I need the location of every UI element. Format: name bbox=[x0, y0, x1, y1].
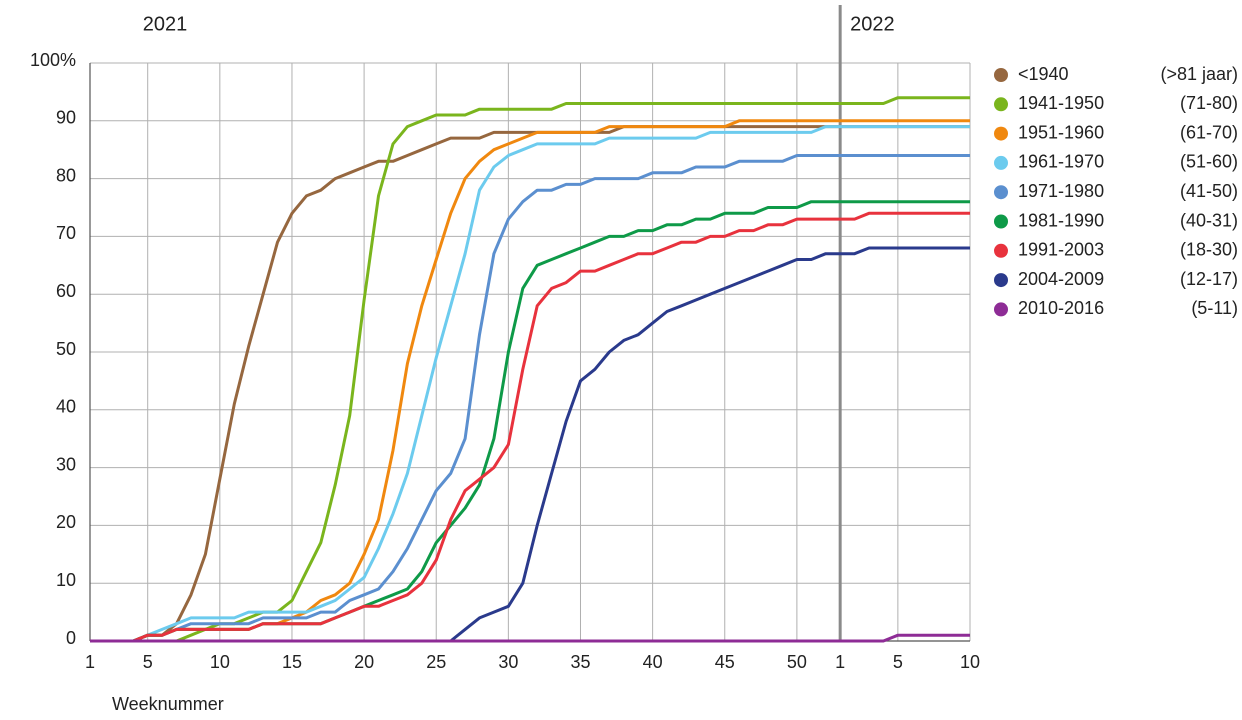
x-tick-label: 10 bbox=[960, 652, 980, 672]
legend-marker bbox=[994, 97, 1008, 112]
legend-marker bbox=[994, 243, 1008, 258]
legend-label: 1941-1950 bbox=[1018, 93, 1104, 113]
legend-label: 2010-2016 bbox=[1018, 298, 1104, 318]
y-tick-label: 70 bbox=[56, 223, 76, 243]
series-line bbox=[90, 119, 970, 643]
legend-marker bbox=[994, 214, 1008, 229]
legend-label: 1991-2003 bbox=[1018, 240, 1104, 260]
x-tick-label: 20 bbox=[354, 652, 374, 672]
y-tick-label: 0 bbox=[66, 628, 76, 648]
legend-marker bbox=[994, 185, 1008, 200]
x-tick-label: 1 bbox=[835, 652, 845, 672]
legend-marker bbox=[994, 273, 1008, 288]
series-line bbox=[90, 246, 970, 643]
legend-marker bbox=[994, 68, 1008, 82]
year-label: 2021 bbox=[143, 13, 188, 35]
x-axis-label: Weeknummer bbox=[112, 694, 224, 714]
legend-age: (40-31) bbox=[1180, 210, 1238, 230]
x-tick-label: 50 bbox=[787, 652, 807, 672]
series-line bbox=[90, 125, 970, 643]
year-label: 2022 bbox=[850, 13, 895, 35]
x-tick-label: 15 bbox=[282, 652, 302, 672]
legend-label: 1971-1980 bbox=[1018, 181, 1104, 201]
legend-label: 1981-1990 bbox=[1018, 210, 1104, 230]
y-tick-label: 40 bbox=[56, 397, 76, 417]
x-tick-label: 25 bbox=[426, 652, 446, 672]
series-line bbox=[90, 154, 970, 643]
y-tick-label: 100% bbox=[30, 50, 76, 70]
legend-age: (>81 jaar) bbox=[1160, 64, 1238, 84]
series-line bbox=[90, 211, 970, 643]
x-tick-label: 45 bbox=[715, 652, 735, 672]
y-tick-label: 30 bbox=[56, 454, 76, 474]
series-line bbox=[90, 200, 970, 643]
legend-label: 1951-1960 bbox=[1018, 122, 1104, 142]
x-tick-label: 30 bbox=[498, 652, 518, 672]
legend-age: (61-70) bbox=[1180, 122, 1238, 142]
legend-age: (12-17) bbox=[1180, 269, 1238, 289]
legend-label: 1961-1970 bbox=[1018, 152, 1104, 172]
legend-label: <1940 bbox=[1018, 64, 1069, 84]
x-tick-label: 40 bbox=[643, 652, 663, 672]
legend-age: (5-11) bbox=[1191, 298, 1238, 318]
legend-marker bbox=[994, 126, 1008, 141]
x-tick-label: 1 bbox=[85, 652, 95, 672]
legend-age: (71-80) bbox=[1180, 93, 1238, 113]
x-tick-label: 5 bbox=[893, 652, 903, 672]
legend-marker bbox=[994, 155, 1008, 170]
legend-marker bbox=[994, 302, 1008, 317]
legend-label: 2004-2009 bbox=[1018, 269, 1104, 289]
legend-age: (51-60) bbox=[1180, 152, 1238, 172]
x-tick-label: 10 bbox=[210, 652, 230, 672]
legend-age: (41-50) bbox=[1180, 181, 1238, 201]
y-tick-label: 90 bbox=[56, 108, 76, 128]
series-line bbox=[90, 125, 970, 643]
x-tick-label: 5 bbox=[143, 652, 153, 672]
legend-age: (18-30) bbox=[1180, 240, 1238, 260]
y-tick-label: 10 bbox=[56, 570, 76, 590]
y-tick-label: 50 bbox=[56, 339, 76, 359]
x-tick-label: 35 bbox=[570, 652, 590, 672]
y-tick-label: 60 bbox=[56, 281, 76, 301]
series-line bbox=[90, 633, 970, 643]
y-tick-label: 80 bbox=[56, 165, 76, 185]
y-tick-label: 20 bbox=[56, 512, 76, 532]
